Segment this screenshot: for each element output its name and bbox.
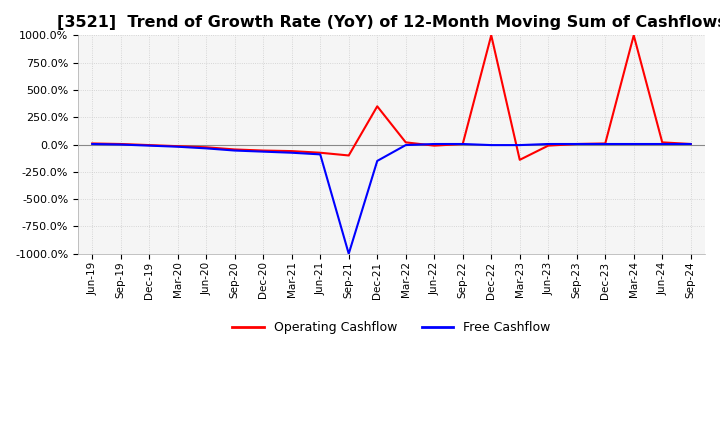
Legend: Operating Cashflow, Free Cashflow: Operating Cashflow, Free Cashflow (228, 316, 556, 339)
Title: [3521]  Trend of Growth Rate (YoY) of 12-Month Moving Sum of Cashflows: [3521] Trend of Growth Rate (YoY) of 12-… (57, 15, 720, 30)
